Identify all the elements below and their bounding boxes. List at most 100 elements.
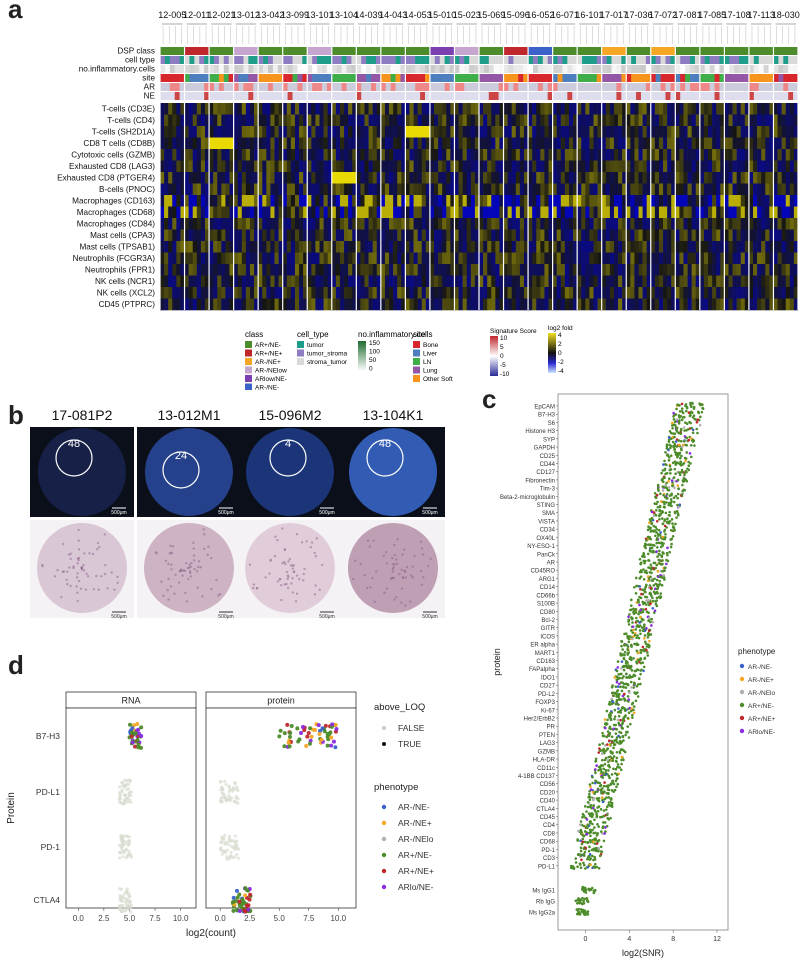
heat-cell (748, 114, 754, 127)
heat-cell (720, 241, 725, 253)
nucleus-speck (278, 577, 282, 581)
protein-point (676, 403, 679, 406)
protein-point (645, 648, 648, 652)
heat-cell (663, 298, 668, 311)
protein-point (698, 423, 702, 427)
celltype-cell (164, 56, 171, 64)
heat-cell (401, 298, 406, 311)
heat-cell (528, 160, 533, 173)
heat-cell (290, 114, 296, 127)
heat-cell (744, 126, 750, 138)
nucleus-speck (297, 577, 301, 581)
inflam-cell (699, 65, 706, 73)
heat-cell (200, 241, 206, 253)
heat-cell (368, 103, 373, 115)
nucleus-speck (188, 570, 192, 573)
heat-cell (442, 137, 447, 150)
inflam-cell (209, 65, 215, 73)
nucleus-speck (65, 578, 68, 582)
heat-cell (474, 264, 480, 276)
celltype-cell (287, 56, 293, 64)
heat-cell (560, 264, 566, 276)
protein-point (663, 524, 667, 528)
heat-cell (462, 160, 468, 173)
heat-cell (200, 195, 206, 207)
nucleus-speck (255, 587, 259, 590)
heat-cell (188, 103, 194, 115)
celltype-cell (228, 56, 234, 64)
heat-cell (683, 229, 688, 242)
heat-cell (450, 264, 455, 276)
heat-cell (323, 183, 328, 196)
inflam-cell (724, 65, 730, 73)
class-cell (160, 47, 166, 55)
heat-cell (176, 114, 181, 127)
protein-point (657, 595, 661, 599)
ar-cell (385, 83, 391, 91)
heat-cell (319, 218, 324, 230)
heat-cell (785, 195, 791, 207)
heat-cell (360, 172, 365, 184)
ne-cell (748, 92, 755, 100)
heat-cell (344, 149, 349, 161)
class-cell (503, 47, 509, 55)
heat-cell (597, 183, 602, 196)
heat-cell (160, 195, 165, 207)
heat-cell (491, 126, 496, 138)
heat-cell (519, 218, 525, 230)
heat-cell (241, 103, 247, 115)
heat-cell (254, 298, 259, 311)
heat-cell (581, 126, 586, 138)
legend-sig-tick: -10 (500, 371, 510, 378)
legend-class-item: ARlow/NE- (255, 376, 287, 383)
heat-cell (712, 137, 717, 150)
heat-cell (769, 172, 774, 184)
heat-cell (474, 252, 480, 265)
protein-point (655, 528, 659, 531)
heat-cell (229, 275, 234, 288)
protein-point (637, 612, 640, 616)
heat-cell (229, 172, 234, 184)
nucleus-speck (286, 586, 290, 590)
heat-cell (495, 275, 500, 288)
celltype-cell (528, 56, 534, 64)
heat-cell (266, 114, 271, 127)
protein-point (633, 633, 637, 637)
class-cell (616, 47, 622, 55)
heat-cell (761, 149, 766, 161)
protein-point (669, 454, 673, 457)
protein-point (641, 645, 645, 649)
heat-cell (229, 126, 234, 138)
heat-cell (200, 287, 206, 299)
heat-cell (442, 126, 447, 138)
heat-cell (278, 195, 283, 207)
heat-cell (753, 287, 758, 299)
heat-cell (503, 218, 508, 230)
protein-point (661, 489, 665, 492)
protein-label: CD45RO (531, 569, 556, 575)
protein-point (665, 558, 668, 562)
protein-label: CD66b (536, 593, 555, 599)
heat-cell (249, 287, 255, 299)
heat-cell (348, 114, 353, 127)
heat-cell (278, 103, 283, 115)
heat-cell (339, 252, 345, 265)
inflam-cell (292, 65, 298, 73)
heat-cell (274, 149, 279, 161)
heat-cell (323, 160, 328, 173)
heat-cell (303, 114, 308, 127)
heat-cell (773, 252, 778, 265)
nucleus-speck (393, 543, 396, 547)
heat-cell (319, 264, 324, 276)
heat-cell (626, 218, 631, 230)
heat-cell (589, 275, 594, 288)
site-cell (631, 74, 637, 82)
celltype-cell (302, 56, 308, 64)
heat-cell (331, 252, 337, 265)
heat-cell (699, 172, 705, 184)
celltype-cell (444, 56, 450, 64)
heat-cell (188, 137, 194, 150)
protein-point (676, 503, 679, 507)
ar-cell (773, 83, 779, 91)
protein-point (673, 486, 676, 490)
